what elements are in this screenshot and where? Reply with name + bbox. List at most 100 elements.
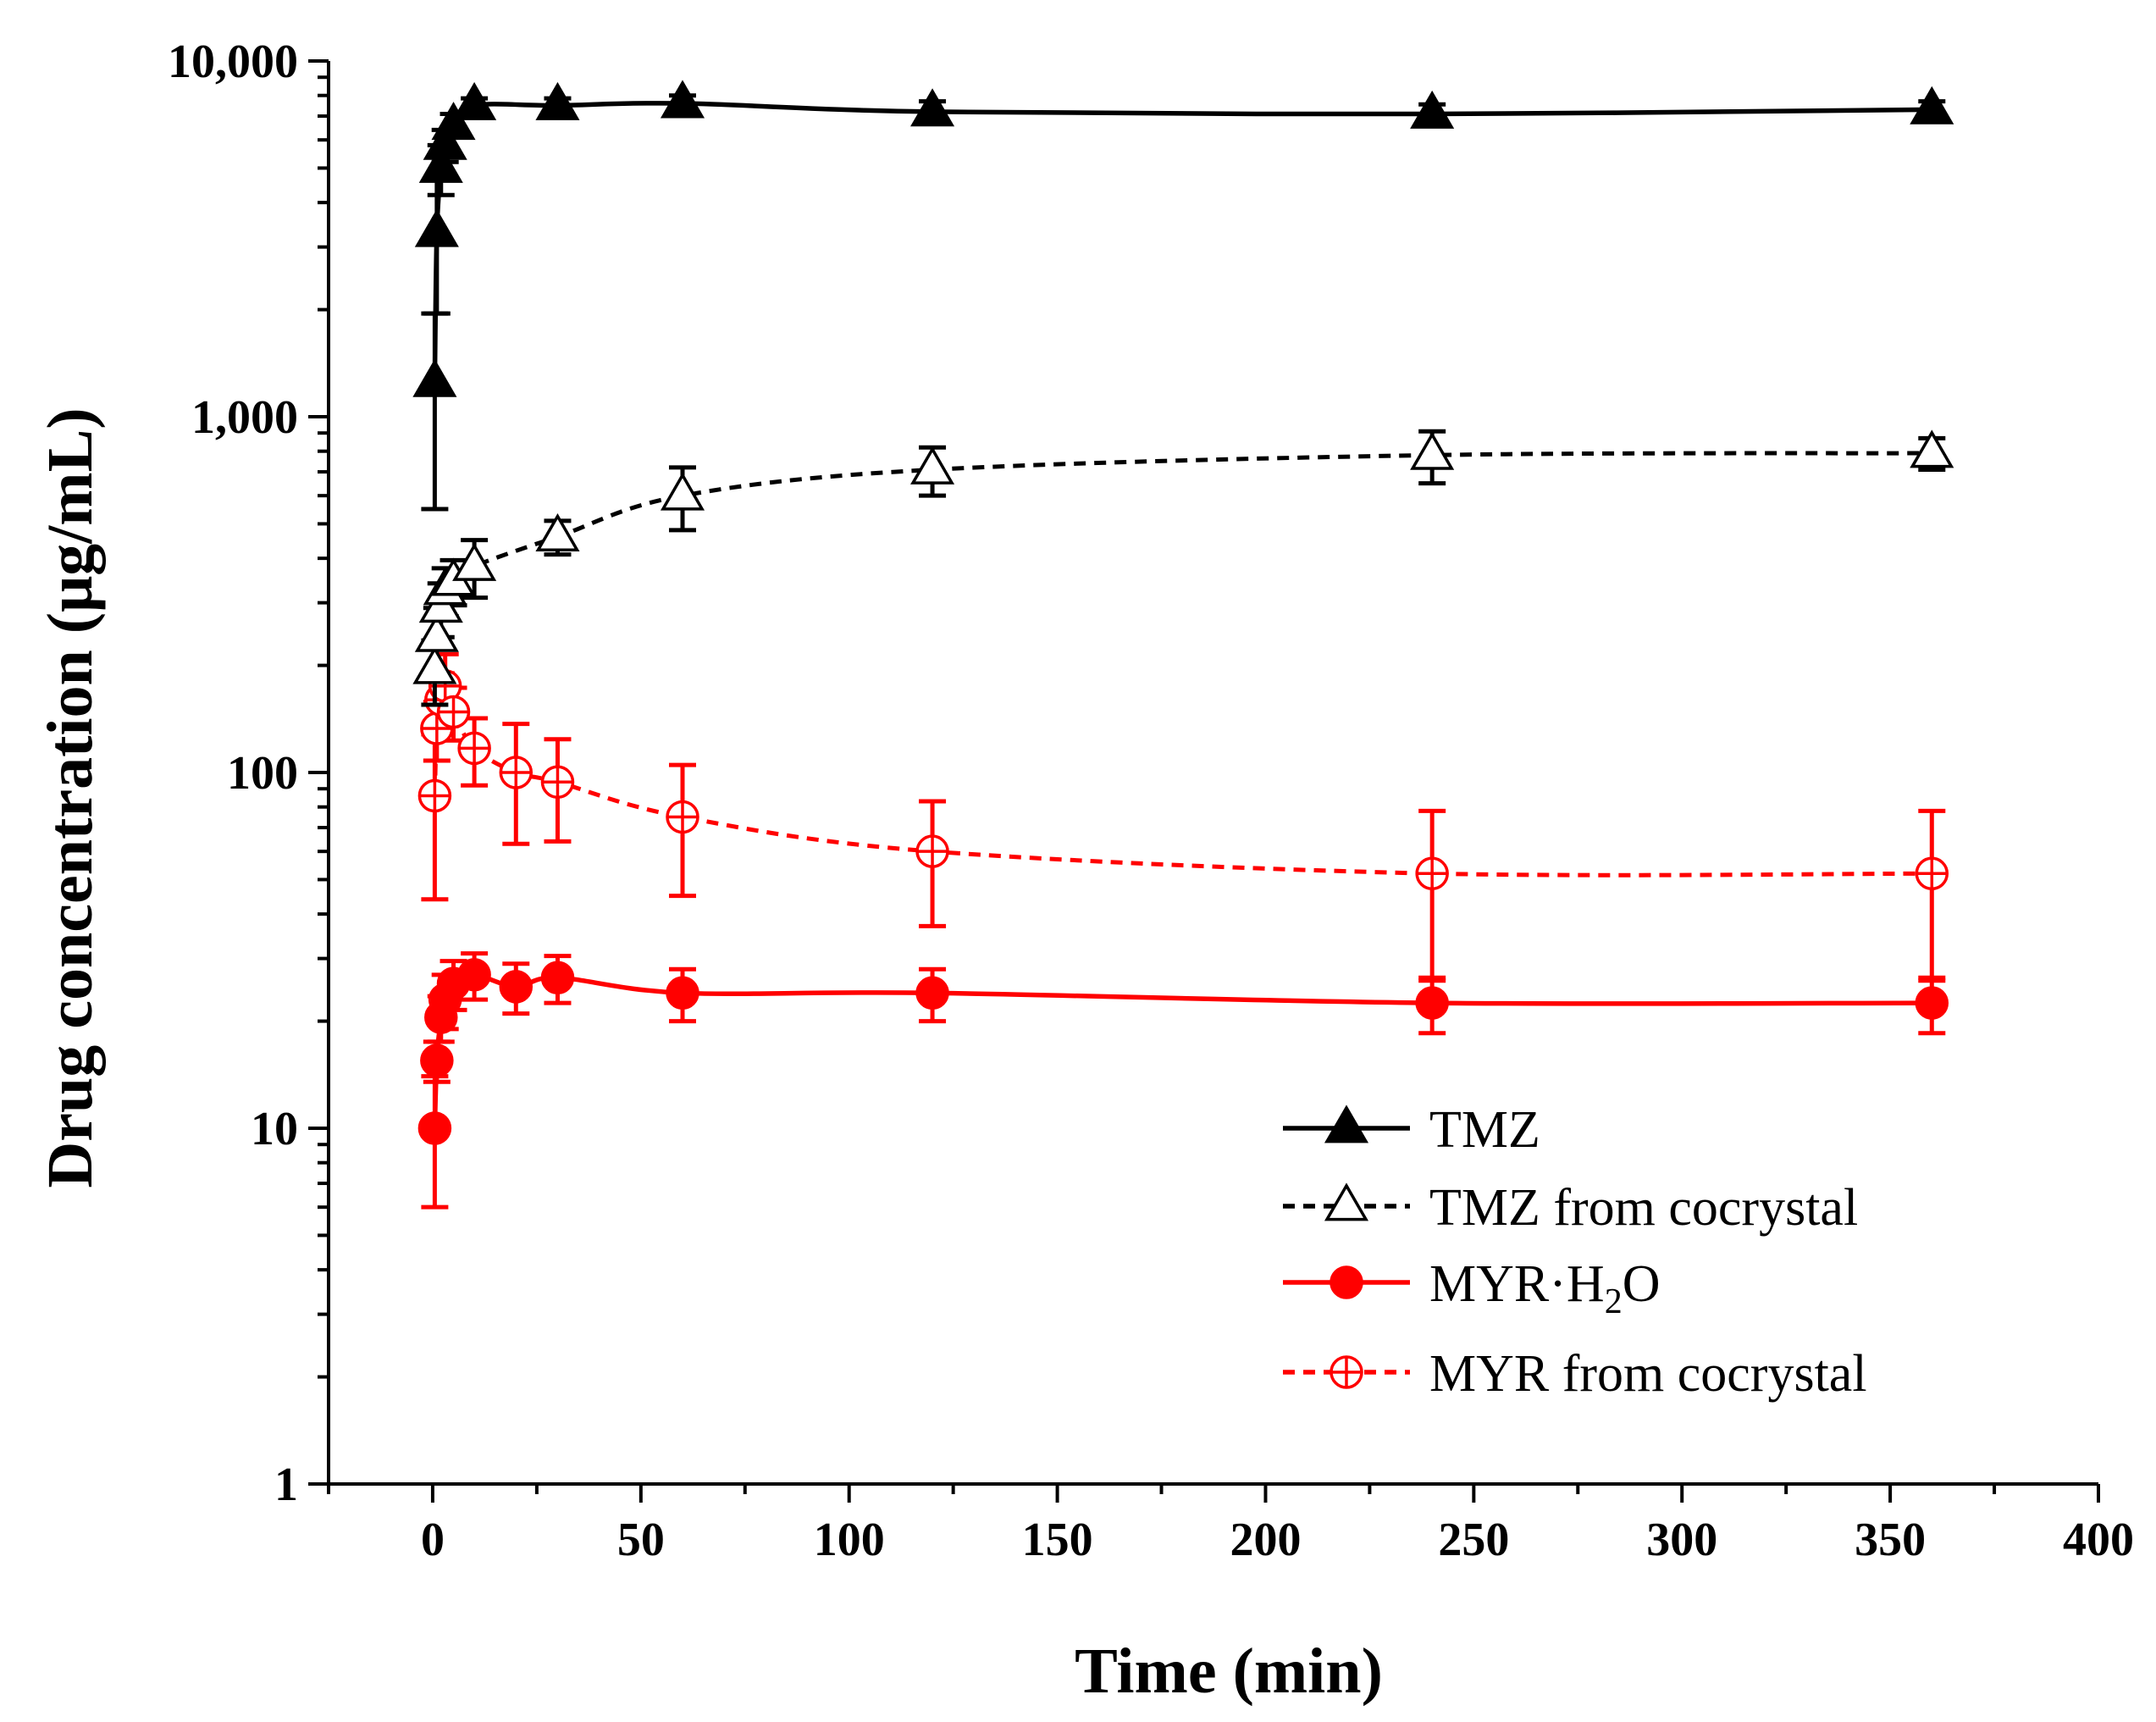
data-point bbox=[1915, 986, 1949, 1020]
data-point bbox=[457, 958, 491, 992]
data-point bbox=[540, 765, 575, 800]
series-line bbox=[432, 972, 1932, 1129]
data-point bbox=[499, 970, 533, 1004]
data-point bbox=[535, 512, 580, 552]
marker-shape bbox=[660, 472, 705, 511]
marker-shape bbox=[660, 80, 705, 119]
x-tick-label: 150 bbox=[1022, 1514, 1093, 1566]
data-point bbox=[1410, 90, 1455, 129]
x-tick-label: 100 bbox=[814, 1514, 885, 1566]
marker-shape bbox=[499, 970, 533, 1004]
marker-shape bbox=[535, 512, 580, 552]
marker-shape bbox=[1915, 986, 1949, 1020]
axes: 0 50 100 150 200 250 300 350 400 1 10 100 1,000 10,00… bbox=[35, 36, 2134, 1707]
marker-shape bbox=[666, 976, 699, 1010]
marker-shape bbox=[1410, 90, 1455, 129]
series-line bbox=[432, 451, 1932, 670]
series-myr-h2o bbox=[417, 951, 1949, 1210]
legend-label-subscript: 2 bbox=[1605, 1282, 1623, 1321]
x-tick-label: 50 bbox=[617, 1514, 665, 1566]
legend-marker bbox=[1330, 1265, 1363, 1299]
y-axis-title: Drug concentration (μg/mL) bbox=[35, 407, 106, 1188]
x-tick-label: 400 bbox=[2063, 1514, 2134, 1566]
marker-shape bbox=[915, 976, 949, 1010]
legend-label: MYR from cocrystal bbox=[1429, 1345, 1867, 1403]
x-axis-title: Time (min) bbox=[1075, 1636, 1383, 1707]
legend-entry: MYR·H2O bbox=[1283, 1255, 1660, 1321]
marker-shape bbox=[1910, 429, 1954, 468]
data-point bbox=[1410, 431, 1455, 470]
marker-shape bbox=[1415, 986, 1449, 1020]
marker-shape bbox=[414, 208, 459, 247]
data-point bbox=[540, 961, 575, 994]
legend: TMZ TMZ from cocrystal MYR·H2O MYR from coc… bbox=[1283, 1101, 1867, 1403]
legend-entry: MYR from cocrystal bbox=[1283, 1345, 1867, 1403]
data-point bbox=[418, 144, 463, 183]
data-point bbox=[431, 102, 476, 141]
legend-entry: TMZ bbox=[1283, 1101, 1540, 1159]
data-point bbox=[414, 613, 459, 652]
marker-shape bbox=[418, 144, 463, 183]
legend-marker bbox=[1324, 1105, 1369, 1143]
marker-shape bbox=[1910, 86, 1954, 125]
data-point bbox=[660, 472, 705, 511]
legend-label-text: MYR·H bbox=[1429, 1255, 1605, 1313]
data-point bbox=[412, 358, 457, 397]
data-point bbox=[660, 80, 705, 119]
data-point bbox=[412, 645, 457, 684]
data-point bbox=[1910, 429, 1954, 468]
legend-label-text: TMZ bbox=[1429, 1101, 1540, 1159]
data-point bbox=[452, 542, 497, 581]
x-tick-label: 300 bbox=[1646, 1514, 1717, 1566]
marker-shape bbox=[452, 81, 497, 120]
marker-shape bbox=[452, 542, 497, 581]
marker-shape bbox=[1410, 431, 1455, 470]
series-tmz bbox=[412, 80, 1954, 512]
legend-label-suffix: O bbox=[1623, 1255, 1661, 1313]
x-tick-label: 0 bbox=[421, 1514, 445, 1566]
marker-shape bbox=[417, 1111, 452, 1145]
marker-shape bbox=[414, 613, 459, 652]
y-tick-label: 10 bbox=[251, 1103, 298, 1155]
data-point bbox=[666, 976, 699, 1010]
data-point bbox=[915, 976, 949, 1010]
data-point bbox=[457, 731, 491, 766]
marker-shape bbox=[412, 358, 457, 397]
y-tick-label: 1 bbox=[274, 1459, 298, 1511]
series-line bbox=[432, 101, 1932, 383]
x-tick-label: 350 bbox=[1855, 1514, 1926, 1566]
legend-marker bbox=[1324, 1182, 1369, 1221]
marker-shape bbox=[431, 102, 476, 141]
data-point bbox=[414, 208, 459, 247]
series-tmz-from-cocrystal bbox=[412, 429, 1954, 707]
series-layer bbox=[412, 80, 1954, 1210]
series-myr-from-cocrystal bbox=[417, 651, 1949, 983]
legend-label: TMZ bbox=[1429, 1101, 1540, 1159]
data-point bbox=[420, 1044, 454, 1077]
legend-label-text: TMZ from cocrystal bbox=[1429, 1179, 1858, 1237]
marker-shape bbox=[535, 81, 580, 120]
data-point bbox=[910, 88, 955, 127]
data-point bbox=[417, 778, 452, 813]
marker-shape bbox=[1324, 1105, 1369, 1143]
data-point bbox=[666, 800, 699, 834]
marker-shape bbox=[423, 121, 467, 160]
y-tick-label: 1,000 bbox=[191, 391, 298, 444]
data-point bbox=[910, 446, 955, 484]
x-tick-label: 250 bbox=[1438, 1514, 1509, 1566]
marker-shape bbox=[412, 645, 457, 684]
data-point bbox=[1415, 986, 1449, 1020]
legend-marker bbox=[1330, 1355, 1363, 1389]
legend-label: MYR·H2O bbox=[1429, 1255, 1660, 1321]
data-point bbox=[1915, 856, 1949, 891]
data-point bbox=[423, 121, 467, 160]
legend-entry: TMZ from cocrystal bbox=[1283, 1179, 1858, 1237]
data-point bbox=[452, 81, 497, 120]
data-point bbox=[1415, 856, 1449, 891]
data-point bbox=[915, 834, 949, 868]
data-point bbox=[499, 756, 533, 789]
marker-shape bbox=[910, 446, 955, 484]
data-point bbox=[417, 1111, 452, 1145]
data-point bbox=[535, 81, 580, 120]
